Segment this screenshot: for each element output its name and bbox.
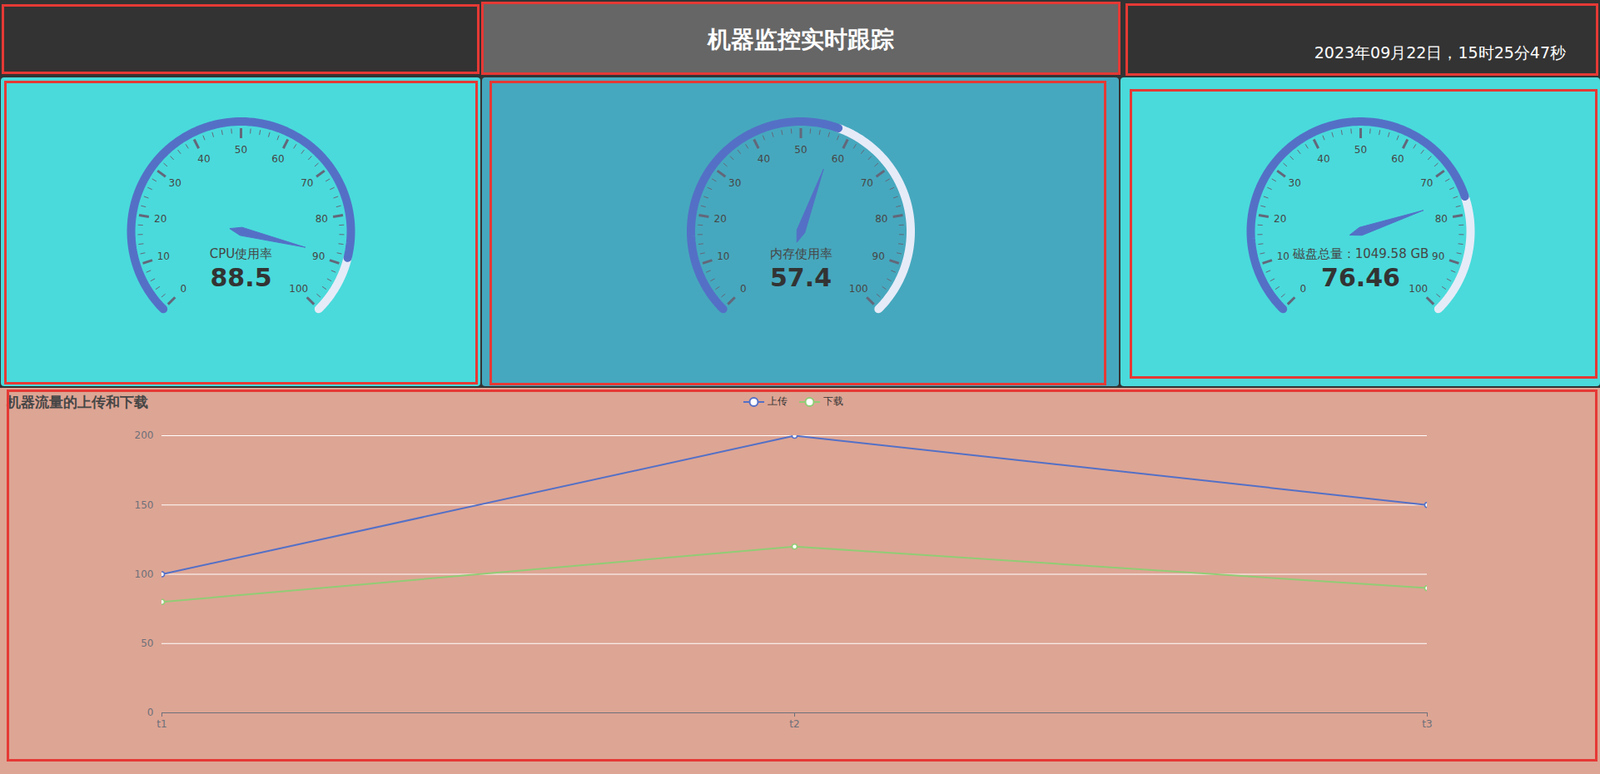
svg-text:50: 50	[234, 144, 248, 156]
svg-text:80: 80	[874, 213, 888, 225]
svg-text:20: 20	[1273, 213, 1287, 225]
svg-text:0: 0	[179, 283, 187, 295]
svg-text:10: 10	[157, 250, 170, 263]
html-text:机器流量的上传和下载: 机器流量的上传和下载	[6, 393, 149, 411]
svg-text:70: 70	[860, 177, 874, 189]
svg-text:0: 0	[740, 283, 747, 295]
svg-text:20: 20	[154, 213, 167, 225]
svg-text:t2: t2	[789, 718, 800, 731]
svg-text:40: 40	[197, 153, 210, 165]
svg-text:60: 60	[271, 153, 284, 165]
svg-text:88.5: 88.5	[209, 263, 272, 293]
svg-text:90: 90	[872, 250, 885, 263]
svg-text:100: 100	[1408, 283, 1428, 295]
html-text:上传: 上传	[767, 395, 788, 408]
svg-text:50: 50	[140, 637, 154, 650]
svg-text:30: 30	[168, 177, 182, 189]
svg-text:30: 30	[1288, 177, 1302, 189]
svg-text:57.4: 57.4	[770, 263, 832, 293]
svg-text:200: 200	[134, 429, 155, 442]
svg-text:t3: t3	[1421, 718, 1432, 731]
svg-text:60: 60	[831, 153, 845, 165]
svg-text:t1: t1	[156, 718, 167, 731]
svg-text:80: 80	[1435, 213, 1448, 225]
svg-text:150: 150	[134, 499, 155, 512]
html-text:下载: 下载	[823, 395, 844, 408]
svg-text:100: 100	[288, 283, 309, 295]
svg-text:80: 80	[315, 213, 328, 225]
svg-text:90: 90	[1431, 250, 1445, 263]
html-text:2023年09月22日，15时25分47秒: 2023年09月22日，15时25分47秒	[1314, 43, 1566, 62]
svg-text:70: 70	[300, 177, 314, 189]
svg-text:10: 10	[716, 250, 730, 263]
svg-text:20: 20	[714, 213, 727, 225]
svg-text:100: 100	[134, 568, 155, 581]
svg-text:0: 0	[147, 706, 155, 719]
svg-text:0: 0	[1299, 283, 1307, 295]
svg-text:76.46: 76.46	[1321, 263, 1401, 293]
svg-text:40: 40	[757, 153, 771, 165]
svg-text:90: 90	[312, 250, 325, 263]
svg-text:50: 50	[794, 144, 807, 156]
svg-text:10: 10	[1277, 250, 1290, 263]
html-text:机器监控实时跟踪: 机器监控实时跟踪	[707, 25, 895, 54]
svg-text:CPU使用率: CPU使用率	[209, 246, 274, 262]
svg-text:60: 60	[1391, 153, 1404, 165]
svg-text:磁盘总量：1049.58 GB: 磁盘总量：1049.58 GB	[1291, 246, 1430, 262]
svg-text:30: 30	[728, 177, 741, 189]
svg-text:50: 50	[1354, 144, 1367, 156]
svg-text:100: 100	[849, 283, 869, 295]
svg-text:内存使用率: 内存使用率	[770, 246, 833, 262]
svg-text:40: 40	[1316, 153, 1330, 165]
svg-text:70: 70	[1420, 177, 1433, 189]
